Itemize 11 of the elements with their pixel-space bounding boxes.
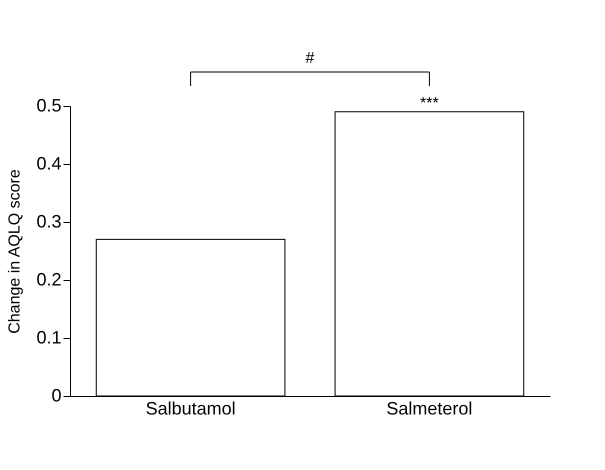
y-tick-label: 0.4 — [36, 154, 62, 174]
y-tick-label: 0.2 — [36, 270, 62, 290]
x-tick-label: Salmeterol — [386, 398, 472, 418]
x-tick-label: Salbutamol — [146, 398, 236, 418]
annotation: *** — [420, 94, 439, 112]
y-tick-label: 0.5 — [36, 96, 62, 116]
y-tick-label: 0 — [51, 386, 62, 406]
y-tick-label: 0.3 — [36, 212, 62, 232]
y-tick-label: 0.1 — [36, 328, 62, 348]
text: # — [306, 50, 315, 67]
y-axis-title: Change in AQLQ score — [6, 169, 24, 334]
